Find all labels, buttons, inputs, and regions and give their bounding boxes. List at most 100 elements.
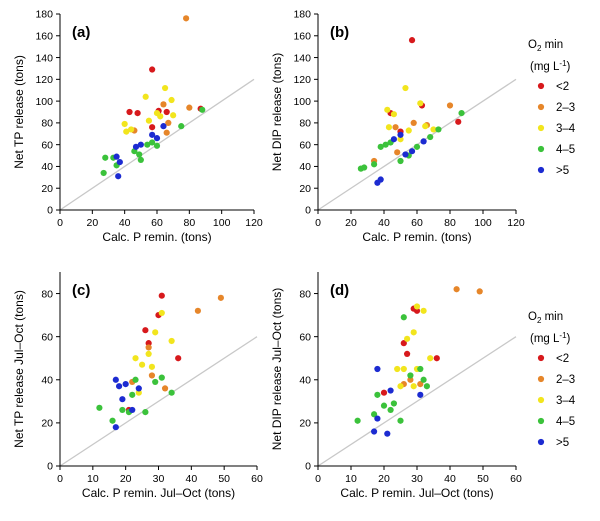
panel-a-label: (a) <box>72 24 90 41</box>
legend-swatch-4to5 <box>537 417 545 425</box>
panel-c-point <box>145 344 152 351</box>
panel-b-y-tick-label: 140 <box>293 52 311 64</box>
panel-d-x-tick-label: 0 <box>315 473 321 485</box>
legend-title: O2 min <box>528 311 563 325</box>
panel-d-point <box>407 376 414 383</box>
panel-d-point <box>420 376 427 383</box>
panel-b-point <box>402 84 409 92</box>
panel-a-y-tick-label: 140 <box>35 52 53 64</box>
panel-b-y-axis-title: Net DIP release (tons) <box>270 53 284 172</box>
panel-b-x-tick-label: 40 <box>378 217 390 229</box>
panel-a-point <box>157 113 164 120</box>
panel-a-point <box>149 131 156 138</box>
panel-a-point <box>170 112 177 119</box>
panel-c-point <box>145 340 152 347</box>
legend-title: O2 min <box>528 39 563 53</box>
panel-d-point <box>400 314 407 321</box>
panel-b-point <box>420 138 427 145</box>
panel-b-point <box>446 102 454 109</box>
panel-c-y-tick-label: 80 <box>41 288 53 300</box>
panel-d-y-tick-label: 80 <box>299 288 311 300</box>
panel-b-y-tick-label: 60 <box>299 139 311 151</box>
panel-a-y-tick-label: 80 <box>41 118 53 130</box>
panel-a-point <box>137 156 144 164</box>
panel-c-point <box>217 294 224 301</box>
panel-a-point <box>165 119 172 126</box>
legend-swatch-4to5 <box>537 145 545 153</box>
panel-d-x-tick-label: 40 <box>444 473 456 485</box>
legend-swatch-lt2 <box>537 82 545 90</box>
legend-swatch-lt2 <box>537 354 545 362</box>
legend-unit: (mg L-1) <box>530 331 571 345</box>
panel-d-label: (d) <box>330 282 349 299</box>
panel-a-point <box>149 66 156 73</box>
panel-c-x-tick-label: 0 <box>57 473 63 485</box>
panel-d-point <box>371 428 378 435</box>
panel-c-point <box>135 389 142 396</box>
panel-c-y-tick-label: 60 <box>41 331 53 343</box>
panel-c-y-axis-title: Net TP release Jul–Oct (tons) <box>12 290 26 448</box>
panel-c-point <box>158 309 165 317</box>
panel-d-point <box>453 286 460 293</box>
panel-a-point <box>137 141 144 148</box>
panel-d-point <box>400 340 407 347</box>
panel-d-point <box>380 389 388 396</box>
panel-a-point <box>142 93 149 100</box>
panel-c-point <box>119 396 126 403</box>
panel-d-point <box>384 430 391 437</box>
panel-b-point <box>382 141 389 148</box>
panel-d-point <box>413 307 421 314</box>
panel-c-point <box>168 337 175 345</box>
panel-d-x-tick-label: 20 <box>378 473 390 485</box>
panel-a-point <box>113 153 120 160</box>
panel-b-point <box>371 161 378 168</box>
panel-b-point <box>397 157 404 165</box>
panel-d-point <box>400 365 407 373</box>
panel-d-x-axis-title: Calc. P remin. Jul–Oct (tons) <box>340 486 493 500</box>
panel-a-y-tick-label: 120 <box>35 74 53 86</box>
panel-b-x-tick-label: 0 <box>315 217 321 229</box>
panel-c-point <box>152 378 159 386</box>
legend-label-2to3: 2–3 <box>556 374 575 386</box>
legend-label-3to4: 3–4 <box>556 123 576 135</box>
panel-c-one-to-one-line <box>59 336 258 467</box>
panel-b-point <box>417 100 424 107</box>
legend-label-lt2: <2 <box>556 81 569 93</box>
panel-d-point <box>397 417 404 424</box>
panel-b-point <box>390 136 397 143</box>
panel-c-point <box>116 383 123 390</box>
panel-b-x-tick-label: 100 <box>474 217 492 229</box>
panel-a-x-tick-label: 60 <box>151 217 163 229</box>
panel-a-x-tick-label: 40 <box>119 217 131 229</box>
panel-b-y-tick-label: 20 <box>299 183 311 195</box>
panel-a-y-tick-label: 20 <box>41 183 53 195</box>
panel-b-x-tick-label: 80 <box>444 217 456 229</box>
panel-b-point <box>408 37 416 44</box>
panel-d-point <box>371 411 378 418</box>
panel-d: 0 10 20 30 40 50 60 0 20 40 60 80 Calc. P remin. Jul… <box>270 272 522 500</box>
panel-b-point <box>405 127 412 134</box>
panel-d-point <box>394 365 401 373</box>
panel-a-y-tick-label: 100 <box>35 96 53 108</box>
panel-a: 0 20 40 60 80 100 120 0 20 40 60 80 100 120 140 160 180 C… <box>12 9 263 244</box>
panel-d-y-tick-label: 40 <box>299 374 311 386</box>
panel-a-x-axis-title: Calc. P remin. (tons) <box>102 230 211 244</box>
panel-d-point <box>413 303 421 310</box>
panel-c-point <box>112 424 119 431</box>
panel-a-point <box>153 142 161 149</box>
panel-a-point <box>160 123 167 130</box>
panel-c-point <box>132 355 139 362</box>
panel-c-point <box>138 361 146 368</box>
panel-b-point <box>394 149 401 156</box>
panel-d-point <box>374 415 381 422</box>
legend-label-2to3: 2–3 <box>556 102 575 114</box>
panel-b-point <box>390 111 397 118</box>
panel-b-x-tick-label: 20 <box>345 217 357 229</box>
panel-a-point <box>134 109 141 117</box>
panel-b-point <box>422 123 429 130</box>
panel-d-point <box>410 329 417 336</box>
panel-a-point <box>126 108 133 116</box>
panel-d-y-tick-label: 0 <box>305 461 311 473</box>
panel-d-point <box>404 350 411 358</box>
panel-a-x-tick-label: 80 <box>183 217 195 229</box>
